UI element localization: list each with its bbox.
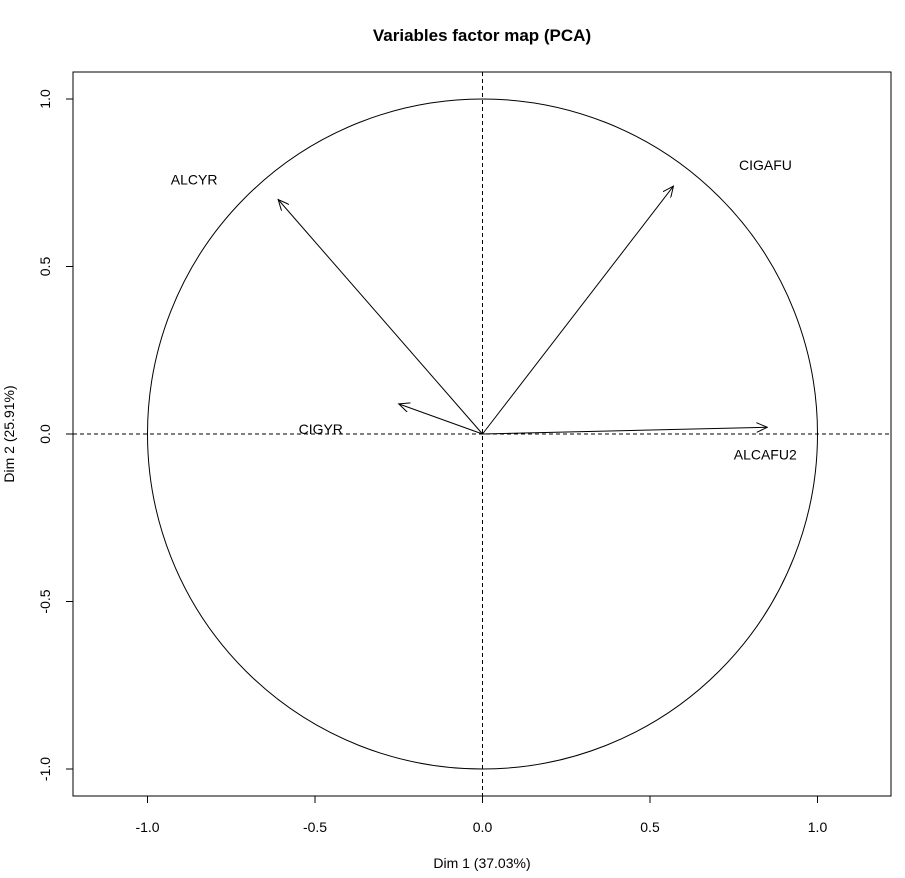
arrow-alcyr <box>278 200 483 435</box>
y-tick-label: 0.0 <box>37 424 53 444</box>
x-tick-label: 1.0 <box>808 819 828 835</box>
y-tick-label: -0.5 <box>37 589 53 613</box>
plot-area: ALCYR CIGAFU CIGYR ALCAFU2 <box>73 72 891 796</box>
arrow-cigyr <box>399 404 483 435</box>
label-cigafu: CIGAFU <box>739 157 792 173</box>
arrow-cigafu <box>482 186 674 435</box>
y-axis: -1.0 -0.5 0.0 0.5 1.0 <box>37 89 73 781</box>
arrow-alcafu2 <box>482 427 768 435</box>
chart-title: Variables factor map (PCA) <box>373 26 591 45</box>
label-alcyr: ALCYR <box>171 172 218 188</box>
x-tick-label: 0.5 <box>640 819 660 835</box>
label-cigyr: CIGYR <box>299 421 343 437</box>
x-axis-label: Dim 1 (37.03%) <box>433 855 530 871</box>
y-axis-label: Dim 2 (25.91%) <box>1 385 17 482</box>
x-axis: -1.0 -0.5 0.0 0.5 1.0 <box>135 796 827 835</box>
x-tick-label: 0.0 <box>473 819 493 835</box>
label-alcafu2: ALCAFU2 <box>734 446 797 462</box>
y-tick-label: 0.5 <box>37 257 53 277</box>
x-tick-label: -0.5 <box>303 819 327 835</box>
x-tick-label: -1.0 <box>135 819 159 835</box>
y-tick-label: 1.0 <box>37 89 53 109</box>
y-tick-label: -1.0 <box>37 757 53 781</box>
